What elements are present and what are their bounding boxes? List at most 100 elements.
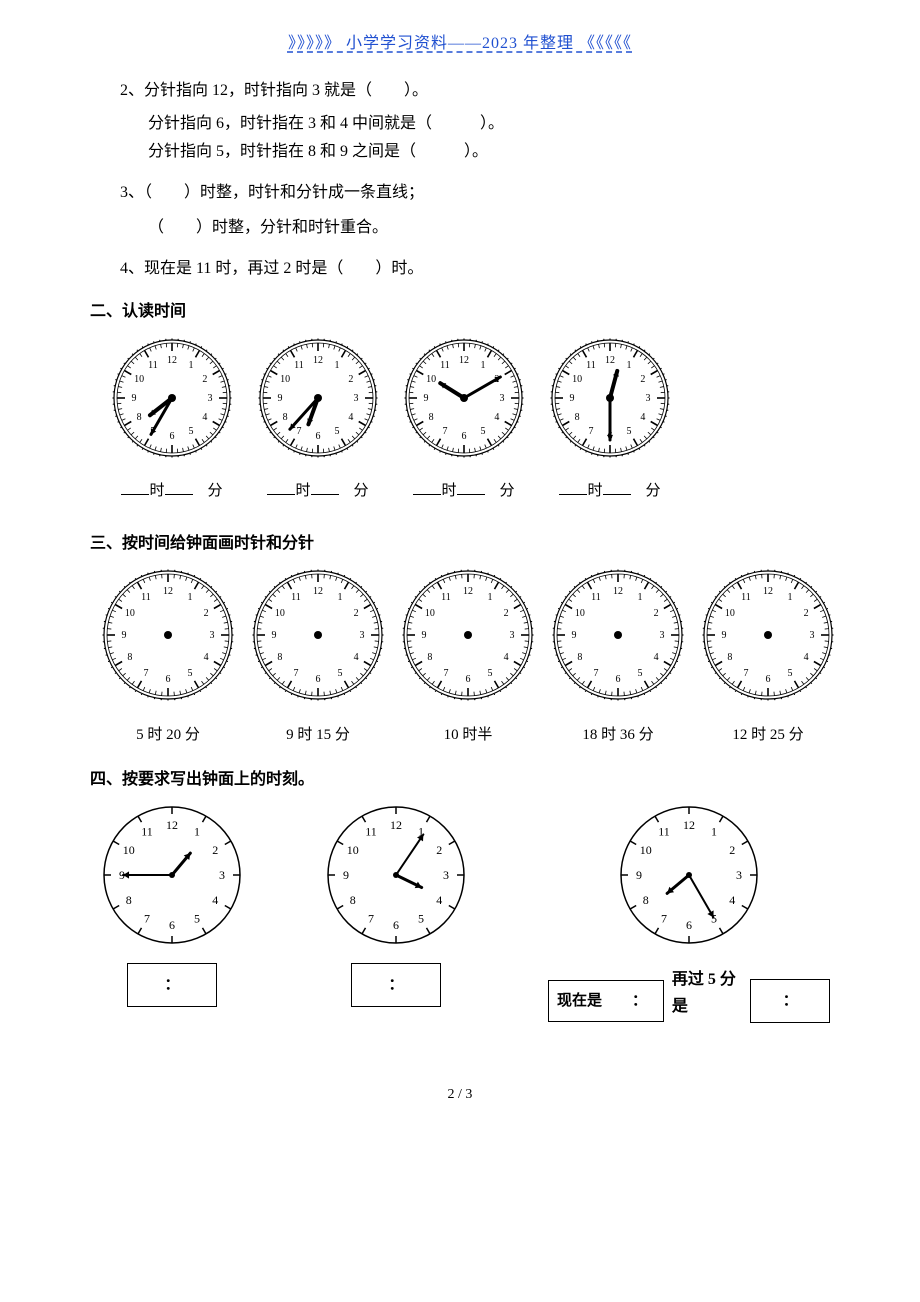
svg-text:7: 7 bbox=[443, 425, 448, 436]
svg-text:1: 1 bbox=[194, 825, 200, 839]
svg-text:12: 12 bbox=[390, 818, 402, 832]
svg-text:5: 5 bbox=[638, 668, 643, 679]
svg-text:11: 11 bbox=[294, 360, 304, 371]
svg-text:5: 5 bbox=[627, 425, 632, 436]
svg-text:12: 12 bbox=[763, 586, 773, 597]
q2-line3: 分针指向 5，时针指在 8 和 9 之间是（ ）。 bbox=[148, 138, 830, 165]
svg-text:4: 4 bbox=[494, 412, 499, 423]
svg-text:3: 3 bbox=[810, 630, 815, 641]
svg-text:9: 9 bbox=[132, 393, 137, 404]
svg-text:12: 12 bbox=[613, 586, 623, 597]
svg-text:9: 9 bbox=[278, 393, 283, 404]
section3-clock: 12345678910111218 时 36 分 bbox=[550, 567, 686, 748]
svg-text:10: 10 bbox=[425, 608, 435, 619]
svg-text:1: 1 bbox=[481, 360, 486, 371]
svg-text:3: 3 bbox=[736, 868, 742, 882]
svg-text:8: 8 bbox=[427, 652, 432, 663]
svg-text:10: 10 bbox=[640, 843, 652, 857]
section2-row: 123456789101112时 分123456789101112时 分1234… bbox=[110, 336, 830, 505]
svg-text:4: 4 bbox=[202, 412, 207, 423]
q4: 4、现在是 11 时，再过 2 时是（ ）时。 bbox=[120, 255, 830, 282]
svg-text:7: 7 bbox=[144, 912, 150, 926]
section2-clock: 123456789101112时 分 bbox=[548, 336, 672, 505]
svg-text:4: 4 bbox=[504, 652, 509, 663]
svg-text:11: 11 bbox=[658, 825, 670, 839]
section3-caption: 9 时 15 分 bbox=[250, 723, 386, 749]
svg-text:4: 4 bbox=[729, 893, 735, 907]
section2-title: 二、认读时间 bbox=[90, 298, 830, 325]
svg-text:2: 2 bbox=[654, 608, 659, 619]
svg-text:8: 8 bbox=[429, 412, 434, 423]
svg-text:6: 6 bbox=[616, 674, 621, 685]
svg-text:2: 2 bbox=[729, 843, 735, 857]
svg-text:11: 11 bbox=[148, 360, 158, 371]
section3-clock: 12345678910111210 时半 bbox=[400, 567, 536, 748]
svg-text:2: 2 bbox=[640, 374, 645, 385]
svg-text:11: 11 bbox=[591, 592, 601, 603]
svg-text:3: 3 bbox=[443, 868, 449, 882]
page-number: 2 / 3 bbox=[90, 1083, 830, 1107]
svg-text:5: 5 bbox=[189, 425, 194, 436]
svg-text:8: 8 bbox=[577, 652, 582, 663]
svg-text:12: 12 bbox=[605, 355, 615, 366]
svg-text:12: 12 bbox=[313, 586, 323, 597]
svg-text:7: 7 bbox=[368, 912, 374, 926]
svg-text:5: 5 bbox=[338, 668, 343, 679]
svg-text:2: 2 bbox=[354, 608, 359, 619]
section3-caption: 12 时 25 分 bbox=[700, 723, 836, 749]
svg-text:1: 1 bbox=[338, 592, 343, 603]
svg-text:7: 7 bbox=[744, 668, 749, 679]
svg-text:3: 3 bbox=[660, 630, 665, 641]
svg-text:11: 11 bbox=[141, 825, 153, 839]
svg-text:3: 3 bbox=[360, 630, 365, 641]
svg-text:8: 8 bbox=[575, 412, 580, 423]
page-header: 》》》》》 小学学习资料——2023 年整理 《《《《《 bbox=[90, 30, 830, 57]
svg-text:12: 12 bbox=[683, 818, 695, 832]
svg-text:7: 7 bbox=[661, 912, 667, 926]
svg-text:4: 4 bbox=[204, 652, 209, 663]
svg-text:6: 6 bbox=[393, 918, 399, 932]
answer-box: ： bbox=[127, 963, 217, 1007]
svg-text:10: 10 bbox=[725, 608, 735, 619]
svg-text:9: 9 bbox=[122, 630, 127, 641]
svg-text:10: 10 bbox=[134, 374, 144, 385]
svg-text:10: 10 bbox=[575, 608, 585, 619]
svg-text:7: 7 bbox=[589, 425, 594, 436]
svg-text:9: 9 bbox=[343, 868, 349, 882]
section3-caption: 18 时 36 分 bbox=[550, 723, 686, 749]
svg-text:4: 4 bbox=[436, 893, 442, 907]
svg-text:11: 11 bbox=[741, 592, 751, 603]
svg-text:1: 1 bbox=[638, 592, 643, 603]
svg-text:7: 7 bbox=[294, 668, 299, 679]
svg-text:12: 12 bbox=[166, 818, 178, 832]
svg-text:11: 11 bbox=[586, 360, 596, 371]
svg-text:4: 4 bbox=[348, 412, 353, 423]
svg-text:2: 2 bbox=[204, 608, 209, 619]
svg-text:6: 6 bbox=[462, 431, 467, 442]
svg-text:2: 2 bbox=[504, 608, 509, 619]
svg-text:5: 5 bbox=[335, 425, 340, 436]
svg-text:6: 6 bbox=[169, 918, 175, 932]
section4-clock-group: 123456789101112： bbox=[324, 803, 468, 1023]
svg-text:11: 11 bbox=[291, 592, 301, 603]
svg-text:3: 3 bbox=[219, 868, 225, 882]
section3-row: 1234567891011125 时 20 分1234567891011129 … bbox=[100, 567, 830, 748]
svg-text:8: 8 bbox=[137, 412, 142, 423]
q2-line1: 2、分针指向 12，时针指向 3 就是（ ）。 bbox=[120, 77, 830, 104]
svg-text:9: 9 bbox=[422, 630, 427, 641]
section2-caption: 时 分 bbox=[548, 479, 672, 505]
svg-text:1: 1 bbox=[711, 825, 717, 839]
answer-box: ： bbox=[351, 963, 441, 1007]
svg-text:7: 7 bbox=[444, 668, 449, 679]
svg-text:1: 1 bbox=[788, 592, 793, 603]
svg-text:10: 10 bbox=[123, 843, 135, 857]
svg-text:6: 6 bbox=[166, 674, 171, 685]
svg-text:11: 11 bbox=[440, 360, 450, 371]
svg-text:1: 1 bbox=[188, 592, 193, 603]
svg-text:10: 10 bbox=[280, 374, 290, 385]
svg-text:6: 6 bbox=[766, 674, 771, 685]
q3-line1: 3、（ ）时整，时针和分针成一条直线； bbox=[120, 179, 830, 206]
section3-caption: 5 时 20 分 bbox=[100, 723, 236, 749]
svg-text:5: 5 bbox=[188, 668, 193, 679]
section2-caption: 时 分 bbox=[110, 479, 234, 505]
